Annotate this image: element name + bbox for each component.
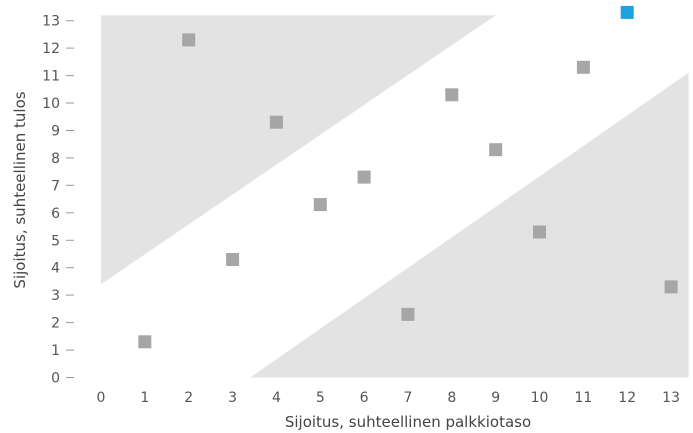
lower-band — [250, 72, 689, 378]
y-tick-label: 11 — [42, 69, 60, 85]
x-tick-label: 8 — [447, 390, 456, 406]
y-tick-label: 3 — [51, 288, 60, 304]
y-tick-label: 10 — [42, 96, 60, 112]
y-tick-label: 2 — [51, 316, 60, 332]
y-tick-label: 8 — [51, 151, 60, 167]
x-axis-ticks: 0 1 2 3 4 5 6 7 8 9 10 11 12 13 — [97, 390, 680, 406]
x-tick-label: 0 — [97, 390, 106, 406]
x-tick-label: 10 — [531, 390, 549, 406]
data-point — [313, 198, 327, 212]
y-axis-title: Sijoitus, suhteellinen tulos — [11, 91, 29, 288]
data-point — [182, 33, 196, 47]
data-point — [664, 280, 678, 294]
upper-band — [101, 15, 496, 285]
x-tick-label: 2 — [184, 390, 193, 406]
data-point — [620, 5, 634, 19]
x-tick-label: 12 — [618, 390, 636, 406]
y-tick-label: 6 — [51, 206, 60, 222]
x-axis-title: Sijoitus, suhteellinen palkkiotaso — [285, 413, 531, 431]
x-tick-label: 5 — [316, 390, 325, 406]
x-tick-label: 4 — [272, 390, 281, 406]
y-tick-label: 4 — [51, 261, 60, 277]
background-bands — [101, 15, 689, 378]
y-tick-label: 0 — [51, 371, 60, 387]
data-point — [269, 115, 283, 129]
data-point — [576, 60, 590, 74]
x-tick-label: 3 — [228, 390, 237, 406]
data-point — [445, 88, 459, 102]
y-tick-label: 12 — [42, 41, 60, 57]
y-tick-label: 13 — [42, 14, 60, 30]
x-tick-label: 9 — [491, 390, 500, 406]
x-tick-label: 6 — [360, 390, 369, 406]
data-point — [401, 307, 415, 321]
x-tick-label: 7 — [403, 390, 412, 406]
data-point — [226, 253, 240, 266]
y-tick-label: 1 — [51, 343, 60, 359]
x-tick-label: 1 — [140, 390, 149, 406]
data-point — [533, 225, 546, 239]
data-point — [138, 335, 152, 349]
y-tick-label: 9 — [51, 124, 60, 140]
data-point — [357, 170, 371, 184]
y-tick-label: 5 — [51, 233, 60, 249]
data-point — [489, 143, 503, 157]
data-points — [138, 5, 678, 349]
x-tick-label: 13 — [662, 390, 680, 406]
y-tick-label: 7 — [51, 178, 60, 194]
x-tick-label: 11 — [574, 390, 592, 406]
